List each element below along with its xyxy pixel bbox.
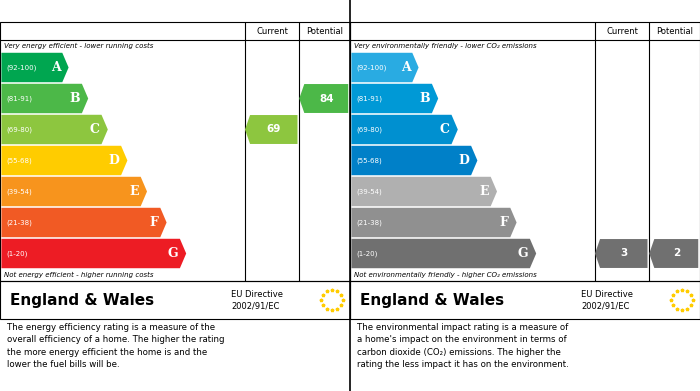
Text: 3: 3 [620,249,627,258]
Text: D: D [108,154,119,167]
Text: England & Wales: England & Wales [360,292,505,307]
Text: EU Directive
2002/91/EC: EU Directive 2002/91/EC [231,290,283,310]
Text: The energy efficiency rating is a measure of the
overall efficiency of a home. T: The energy efficiency rating is a measur… [7,323,225,369]
Polygon shape [351,53,419,82]
Text: G: G [167,247,178,260]
Text: (92-100): (92-100) [6,64,36,71]
Text: E: E [480,185,489,198]
Polygon shape [351,177,497,206]
Text: (55-68): (55-68) [6,157,32,164]
Text: Potential: Potential [306,27,343,36]
Polygon shape [1,53,69,82]
Polygon shape [1,239,186,268]
Polygon shape [1,115,108,144]
Text: (55-68): (55-68) [356,157,382,164]
Polygon shape [1,146,127,175]
Polygon shape [351,239,536,268]
Text: (81-91): (81-91) [6,95,32,102]
Polygon shape [1,177,147,206]
Text: (69-80): (69-80) [356,126,382,133]
Text: 2: 2 [673,249,680,258]
Polygon shape [351,208,517,237]
Text: England & Wales: England & Wales [10,292,155,307]
Text: (69-80): (69-80) [6,126,32,133]
Text: B: B [419,92,430,105]
Text: (81-91): (81-91) [356,95,382,102]
Text: ) Rating: ) Rating [564,5,617,18]
Text: F: F [150,216,158,229]
Text: (21-38): (21-38) [6,219,32,226]
Text: The environmental impact rating is a measure of
a home's impact on the environme: The environmental impact rating is a mea… [357,323,568,369]
Text: Not energy efficient - higher running costs: Not energy efficient - higher running co… [4,272,153,278]
Text: E: E [130,185,139,198]
Text: Potential: Potential [656,27,693,36]
Text: (1-20): (1-20) [356,250,378,257]
Text: Energy Efficiency Rating: Energy Efficiency Rating [7,5,169,18]
Text: Environmental Impact (CO: Environmental Impact (CO [357,5,531,18]
Polygon shape [650,239,699,268]
Text: B: B [69,92,80,105]
Text: A: A [401,61,410,74]
Text: D: D [458,154,469,167]
Polygon shape [595,239,648,268]
Polygon shape [1,208,167,237]
Text: C: C [90,123,99,136]
Polygon shape [351,115,458,144]
Text: Current: Current [256,27,288,36]
Polygon shape [245,115,298,144]
Polygon shape [351,84,438,113]
Text: (21-38): (21-38) [356,219,382,226]
Text: Very energy efficient - lower running costs: Very energy efficient - lower running co… [4,43,153,49]
Text: (92-100): (92-100) [356,64,386,71]
Text: G: G [517,247,528,260]
Text: (39-54): (39-54) [6,188,32,195]
Text: (39-54): (39-54) [356,188,382,195]
Text: Current: Current [606,27,638,36]
Text: 69: 69 [267,124,281,135]
Text: 2: 2 [557,11,564,20]
Text: C: C [440,123,449,136]
Text: EU Directive
2002/91/EC: EU Directive 2002/91/EC [581,290,633,310]
Polygon shape [300,84,349,113]
Text: (1-20): (1-20) [6,250,28,257]
Text: A: A [51,61,61,74]
Text: F: F [500,216,508,229]
Text: Not environmentally friendly - higher CO₂ emissions: Not environmentally friendly - higher CO… [354,272,536,278]
Text: Very environmentally friendly - lower CO₂ emissions: Very environmentally friendly - lower CO… [354,43,536,49]
Text: 84: 84 [319,93,334,104]
Polygon shape [351,146,477,175]
Polygon shape [1,84,88,113]
